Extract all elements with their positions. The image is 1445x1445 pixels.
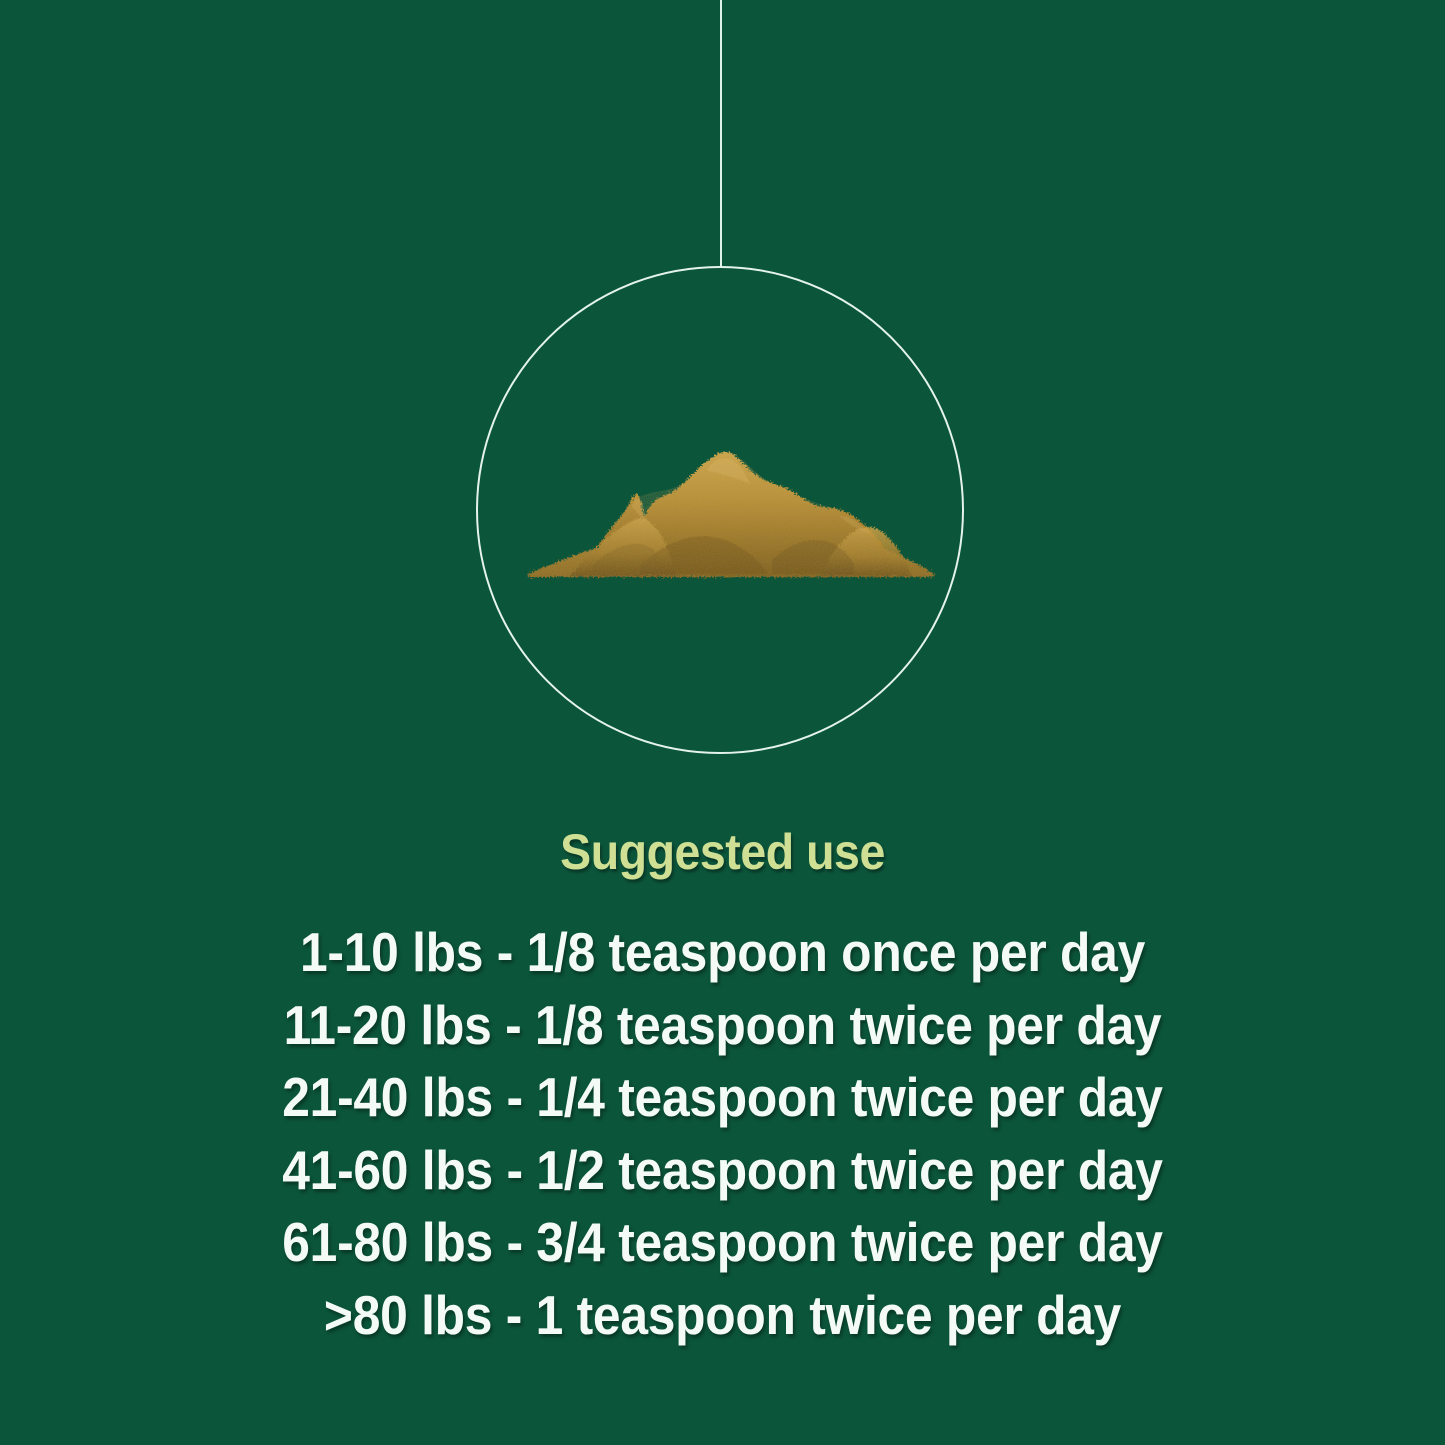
dosage-line: 11-20 lbs - 1/8 teaspoon twice per day — [283, 993, 1162, 1056]
hanging-line-icon — [720, 0, 722, 268]
dosage-line: 41-60 lbs - 1/2 teaspoon twice per day — [282, 1138, 1163, 1201]
dosage-line: 1-10 lbs - 1/8 teaspoon once per day — [300, 921, 1145, 983]
powder-mound-image — [520, 440, 940, 585]
dosage-line: 61-80 lbs - 3/4 teaspoon twice per day — [282, 1211, 1163, 1273]
dosage-line: >80 lbs - 1 teaspoon twice per day — [323, 1283, 1122, 1346]
dosage-list: 1-10 lbs - 1/8 teaspoon once per day 11-… — [0, 916, 1445, 1351]
circle-outline-frame — [476, 266, 964, 754]
dosage-line: 21-40 lbs - 1/4 teaspoon twice per day — [282, 1066, 1163, 1128]
suggested-use-heading: Suggested use — [560, 824, 885, 880]
